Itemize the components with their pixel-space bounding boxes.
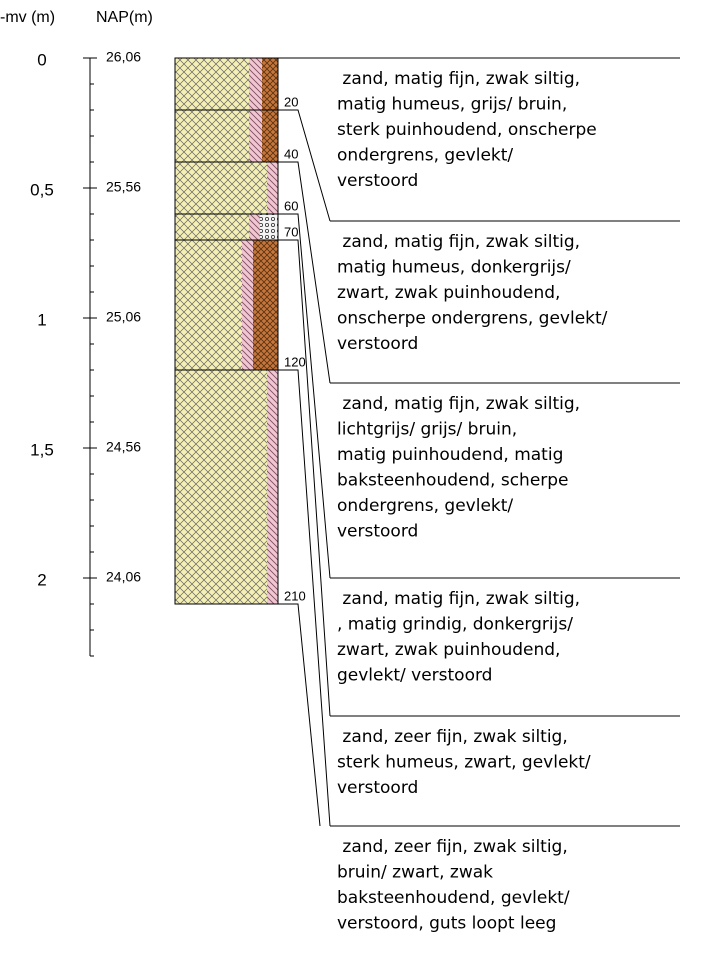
depth-label: 120 <box>284 354 306 369</box>
description-line: zand, zeer fijn, zwak siltig, <box>337 727 568 747</box>
connector <box>278 604 320 826</box>
description-line: zand, matig fijn, zwak siltig, <box>337 394 580 414</box>
depth-label: 40 <box>284 146 298 161</box>
description-line: ondergrens, gevlekt/ <box>337 146 513 166</box>
nap-tick-label: 24,56 <box>106 439 141 455</box>
description-line: bruin/ zwart, zwak <box>337 863 493 883</box>
description-line: matig humeus, grijs/ bruin, <box>337 95 567 115</box>
layer-strip <box>175 110 249 162</box>
description-line: verstoord, guts loopt leeg <box>337 914 556 934</box>
description-line: sterk puinhoudend, onscherpe <box>337 120 597 140</box>
nap-tick-label: 25,06 <box>106 309 141 325</box>
layer-strip <box>262 110 278 162</box>
layer-strip <box>253 240 278 370</box>
connector <box>278 214 330 578</box>
layer-strip <box>249 214 260 240</box>
layer <box>175 370 278 604</box>
layer-strip <box>267 162 278 214</box>
depth-tick-label: 2 <box>37 570 46 589</box>
description-line: zand, zeer fijn, zwak siltig, <box>337 837 568 857</box>
layer-strip <box>175 162 267 214</box>
description-line: matig humeus, donkergrijs/ <box>337 258 571 278</box>
description-line: verstoord <box>337 522 418 542</box>
description-line: verstoord <box>337 334 418 354</box>
description-line: matig puinhoudend, matig <box>337 445 563 465</box>
description-line: zwart, zwak puinhoudend, <box>337 640 560 660</box>
layer-strip <box>242 240 253 370</box>
description-line: , matig grindig, donkergrijs/ <box>337 615 573 635</box>
layer <box>175 110 278 162</box>
depth-label: 70 <box>284 224 298 239</box>
description-line: verstoord <box>337 778 418 798</box>
layer-strip <box>175 214 249 240</box>
description-line: ondergrens, gevlekt/ <box>337 496 513 516</box>
layer <box>175 214 278 240</box>
description-line: lichtgrijs/ grijs/ bruin, <box>337 420 517 440</box>
layer-strip <box>175 58 249 110</box>
depth-label: 210 <box>284 588 306 603</box>
nap-tick-label: 24,06 <box>106 569 141 585</box>
layer-strip <box>249 110 262 162</box>
mv-header: -mv (m) <box>0 9 55 26</box>
layer <box>175 240 278 370</box>
description-line: baksteenhoudend, scherpe <box>337 471 569 491</box>
layer-strip <box>175 370 267 604</box>
description-line: sterk humeus, zwart, gevlekt/ <box>337 753 591 773</box>
depth-tick-label: 1,5 <box>30 440 54 459</box>
layer-strip <box>267 370 278 604</box>
page: {"header": {"mv_label": "-mv (m)", "nap_… <box>0 0 703 956</box>
description-line: zand, matig fijn, zwak siltig, <box>337 232 580 252</box>
layer-strip <box>262 58 278 110</box>
layer-strip <box>260 214 278 240</box>
description-line: zand, matig fijn, zwak siltig, <box>337 589 580 609</box>
layer-strip <box>249 58 262 110</box>
description-line: zand, matig fijn, zwak siltig, <box>337 69 580 89</box>
nap-tick-label: 25,56 <box>106 179 141 195</box>
depth-label: 60 <box>284 198 298 213</box>
connector <box>278 240 330 716</box>
layer <box>175 58 278 110</box>
description-line: gevlekt/ verstoord <box>337 666 492 686</box>
layer <box>175 162 278 214</box>
description-line: onscherpe ondergrens, gevlekt/ <box>337 309 608 329</box>
depth-label: 20 <box>284 94 298 109</box>
nap-tick-label: 26,06 <box>106 49 141 65</box>
nap-header: NAP(m) <box>96 9 153 26</box>
borehole-log: -mv (m) NAP(m) 026,060,525,56125,061,524… <box>0 0 703 956</box>
description-line: baksteenhoudend, gevlekt/ <box>337 888 570 908</box>
depth-tick-label: 0,5 <box>30 180 54 199</box>
depth-tick-label: 0 <box>37 50 46 69</box>
description-line: verstoord <box>337 171 418 191</box>
layer-strip <box>175 240 242 370</box>
depth-tick-label: 1 <box>37 310 46 329</box>
description-line: zwart, zwak puinhoudend, <box>337 283 560 303</box>
